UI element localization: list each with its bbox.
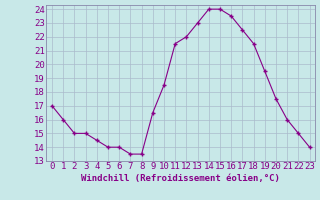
X-axis label: Windchill (Refroidissement éolien,°C): Windchill (Refroidissement éolien,°C)	[81, 174, 280, 183]
